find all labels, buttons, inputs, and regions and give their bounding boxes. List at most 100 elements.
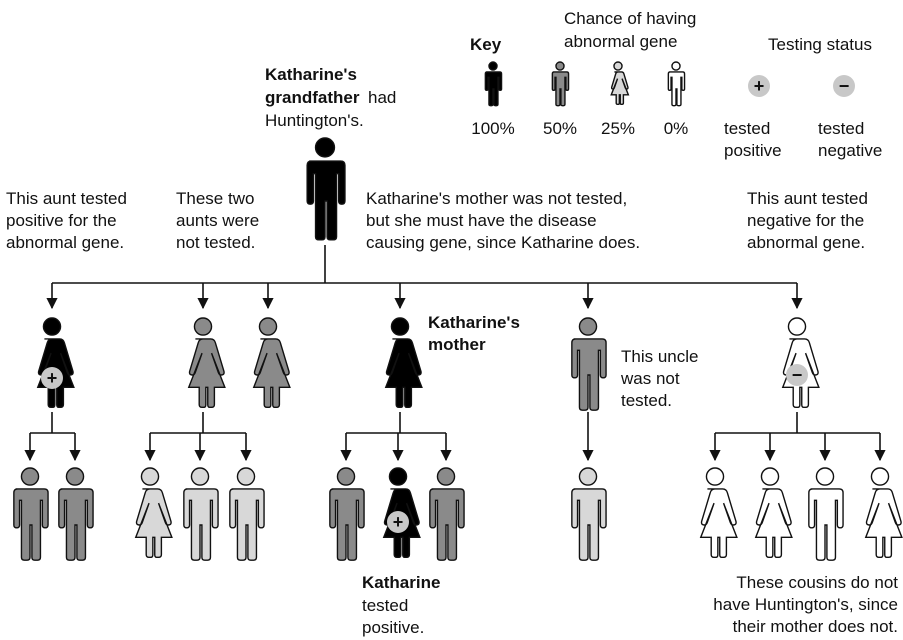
male-figure: [571, 317, 607, 411]
body: [699, 488, 738, 559]
test-badge: [387, 511, 409, 533]
label: positive.: [362, 618, 424, 637]
female-figure: [187, 317, 226, 409]
label: This aunt tested: [747, 189, 868, 208]
label: Huntington's.: [265, 111, 364, 130]
body: [429, 488, 465, 561]
label: aunts were: [176, 211, 259, 230]
label: abnormal gene.: [747, 233, 865, 252]
body: [667, 71, 686, 107]
body: [384, 338, 423, 409]
label: negative for the: [747, 211, 864, 230]
label: mother: [428, 335, 486, 354]
label: tested: [724, 119, 770, 138]
female-figure: [864, 467, 903, 559]
female-figure: [781, 317, 820, 409]
badge-symbol: −: [792, 365, 803, 385]
female-figure: [699, 467, 738, 559]
body: [754, 488, 793, 559]
label: These cousins do not: [736, 573, 898, 592]
body: [229, 488, 265, 561]
male-figure: [808, 467, 844, 561]
label: negative: [818, 141, 882, 160]
male-figure: [58, 467, 94, 561]
test-badge: [786, 364, 808, 386]
label: causing gene, since Katharine does.: [366, 233, 640, 252]
body: [252, 338, 291, 409]
label: Katharine's: [428, 313, 520, 332]
label: 25%: [601, 119, 635, 138]
head: [870, 467, 890, 486]
male-figure: [429, 467, 465, 561]
label: grandfather: [265, 88, 360, 107]
head: [336, 467, 356, 486]
head: [42, 317, 62, 336]
head: [193, 317, 213, 336]
label: positive for the: [6, 211, 117, 230]
body: [551, 71, 570, 107]
male-figure: [551, 61, 570, 107]
female-figure: [134, 467, 173, 559]
label: abnormal gene: [564, 32, 677, 51]
head: [20, 467, 40, 486]
body: [808, 488, 844, 561]
label: This aunt tested: [6, 189, 127, 208]
label: This uncle: [621, 347, 698, 366]
head: [488, 61, 498, 71]
body: [306, 160, 346, 241]
badge-symbol: +: [393, 512, 404, 532]
label: their mother does not.: [733, 617, 898, 636]
body: [571, 488, 607, 561]
label: Katharine's mother was not tested,: [366, 189, 627, 208]
test-badge: [833, 75, 855, 97]
head: [815, 467, 835, 486]
head: [236, 467, 256, 486]
head: [578, 317, 598, 336]
label: Katharine: [362, 573, 440, 592]
head: [65, 467, 85, 486]
label: tested: [818, 119, 864, 138]
male-figure: [329, 467, 365, 561]
test-badge: [748, 75, 770, 97]
head: [671, 61, 681, 71]
head: [705, 467, 725, 486]
head: [760, 467, 780, 486]
label: Key: [470, 35, 502, 54]
label: Chance of having: [564, 9, 696, 28]
male-figure: [484, 61, 503, 107]
head: [140, 467, 160, 486]
head: [314, 137, 336, 158]
female-figure: [384, 317, 423, 409]
label: Katharine's: [265, 65, 357, 84]
body: [610, 71, 630, 106]
label: not tested.: [176, 233, 255, 252]
label: but she must have the disease: [366, 211, 597, 230]
body: [329, 488, 365, 561]
male-figure: [183, 467, 219, 561]
female-figure: [36, 317, 75, 409]
female-figure: [754, 467, 793, 559]
label: 0%: [664, 119, 689, 138]
test-badge: [41, 367, 63, 389]
body: [864, 488, 903, 559]
male-figure: [306, 137, 346, 241]
male-figure: [229, 467, 265, 561]
female-figure: [252, 317, 291, 409]
body: [58, 488, 94, 561]
head: [613, 61, 623, 71]
body: [183, 488, 219, 561]
male-figure: [13, 467, 49, 561]
label: have Huntington's, since: [713, 595, 898, 614]
label: 100%: [471, 119, 514, 138]
label: tested.: [621, 391, 672, 410]
badge-symbol: +: [47, 368, 58, 388]
head: [436, 467, 456, 486]
body: [484, 71, 503, 107]
label: was not: [620, 369, 680, 388]
male-figure: [667, 61, 686, 107]
male-figure: [571, 467, 607, 561]
label: abnormal gene.: [6, 233, 124, 252]
head: [258, 317, 278, 336]
female-figure: [610, 61, 630, 106]
